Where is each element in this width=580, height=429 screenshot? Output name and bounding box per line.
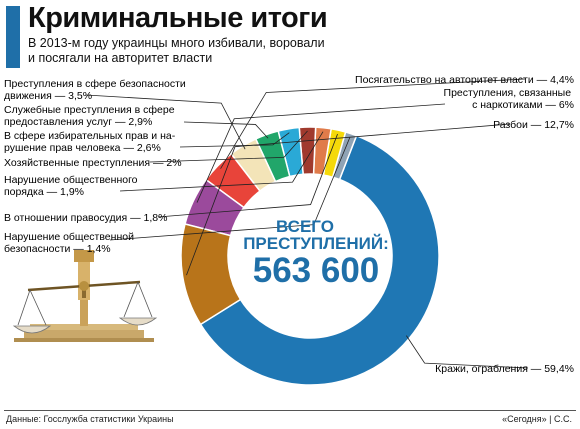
leader-line-rights xyxy=(179,132,290,148)
footer-source: Данные: Госслужба статистики Украины xyxy=(6,414,174,424)
slice-label-theft-text: Кражи, ограбления — 59,4% xyxy=(435,363,574,375)
donut-slice-theft xyxy=(199,134,440,386)
slice-label-economic: Хозяйственные преступления — 2% xyxy=(4,157,182,169)
slice-label-safety: Нарушение общественной безопасности — 1,… xyxy=(4,231,137,255)
slice-label-robbery: Разбои — 12,7% xyxy=(493,119,574,131)
center-total: 563 600 xyxy=(253,251,380,290)
slice-label-traffic: Преступления в сфере безопасности движен… xyxy=(4,78,189,102)
label-leader-lines xyxy=(85,78,529,369)
title-accent-bar xyxy=(6,6,20,68)
leader-line-safety xyxy=(109,137,351,241)
leader-line-order xyxy=(119,131,324,192)
footer-credit: «Сегодня» | С.С. xyxy=(502,414,572,424)
slice-label-service: Служебные преступления в сфере предостав… xyxy=(4,104,177,128)
slice-label-order: Нарушение общественного порядка — 1,9% xyxy=(4,174,140,198)
page-subtitle: В 2013-м году украинцы много избивали, в… xyxy=(28,36,325,65)
leader-line-robbery xyxy=(186,123,511,276)
donut-slices xyxy=(180,126,440,386)
center-label-line1: ВСЕГО xyxy=(276,217,334,236)
slice-label-theft: Кражи, ограбления — 59,4% xyxy=(435,363,574,375)
footer-divider xyxy=(4,410,576,411)
leader-line-traffic xyxy=(85,94,246,150)
slice-label-rights: В сфере избирательных прав и на- рушение… xyxy=(4,130,178,154)
slice-label-authority: Посягательство на авторитет власти — 4,4… xyxy=(355,74,574,86)
leader-line-drugs xyxy=(196,103,446,203)
leader-line-service xyxy=(183,121,269,139)
slice-label-justice: В отношении правосудия — 1,8% xyxy=(4,212,167,224)
page-title: Криминальные итоги xyxy=(28,2,328,34)
scales-icon xyxy=(12,250,158,342)
leader-line-theft xyxy=(406,335,529,369)
leader-line-authority xyxy=(220,78,526,169)
donut-slice-robbery xyxy=(180,223,242,326)
leader-line-economic xyxy=(149,130,308,163)
slice-label-drugs: Преступления, связанные с наркотиками — … xyxy=(444,87,574,111)
leader-line-justice xyxy=(157,133,338,218)
center-label-line2: ПРЕСТУПЛЕНИЙ: xyxy=(243,234,389,253)
